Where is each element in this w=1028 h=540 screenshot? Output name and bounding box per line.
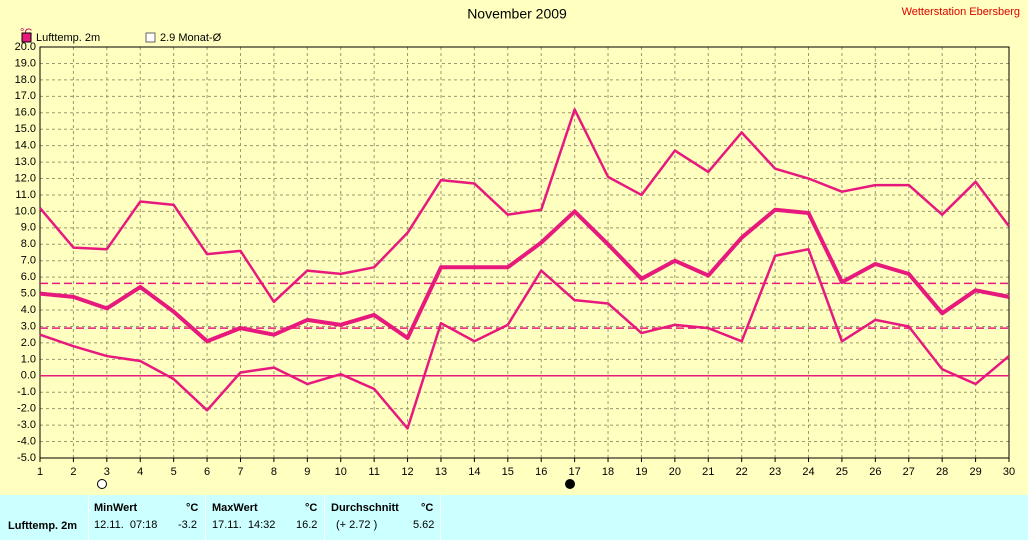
x-tick-label: 28 — [936, 466, 948, 478]
x-tick-label: 26 — [869, 466, 881, 478]
header: MaxWert — [212, 502, 258, 514]
x-tick-label: 7 — [237, 466, 243, 478]
y-tick-label: 5.0 — [21, 288, 36, 300]
separator — [324, 495, 325, 540]
x-tick-label: 20 — [669, 466, 681, 478]
x-tick-label: 16 — [535, 466, 547, 478]
x-tick-label: 25 — [836, 466, 848, 478]
y-tick-label: -1.0 — [17, 386, 36, 398]
x-tick-label: 2 — [70, 466, 76, 478]
y-tick-label: 14.0 — [15, 140, 36, 152]
header: °C — [421, 502, 434, 514]
header: Durchschnitt — [331, 502, 399, 514]
x-tick-label: 27 — [903, 466, 915, 478]
header: °C — [305, 502, 318, 514]
y-tick-label: 11.0 — [15, 189, 36, 201]
y-tick-label: 12.0 — [15, 172, 36, 184]
x-tick-label: 5 — [171, 466, 177, 478]
moon-phases — [97, 479, 575, 489]
y-tick-label: 9.0 — [21, 222, 36, 234]
x-tick-label: 12 — [401, 466, 413, 478]
data-line — [39, 108, 1010, 304]
x-tick-label: 10 — [335, 466, 347, 478]
chart: November 2009 Wetterstation Ebersberg °C… — [15, 6, 1020, 489]
y-tick-label: -3.0 — [17, 419, 36, 431]
y-tick-label: 20.0 — [15, 41, 36, 53]
y-tick-label: 17.0 — [15, 90, 36, 102]
x-tick-label: 21 — [702, 466, 714, 478]
cell: 16.2 — [296, 519, 318, 531]
x-tick-label: 4 — [137, 466, 143, 478]
x-tick-label: 14 — [468, 466, 480, 478]
separator — [205, 495, 206, 540]
x-tick-label: 17 — [568, 466, 580, 478]
y-tick-label: 0.0 — [21, 370, 36, 382]
x-tick-label: 18 — [602, 466, 614, 478]
header: °C — [186, 502, 199, 514]
x-tick-label: 22 — [736, 466, 748, 478]
station-name: Wetterstation Ebersberg — [902, 6, 1020, 18]
x-tick-label: 11 — [368, 466, 379, 478]
legend-swatch — [21, 32, 32, 43]
cell: 5.62 — [413, 519, 435, 531]
y-tick-label: 16.0 — [15, 107, 36, 119]
x-tick-label: 9 — [304, 466, 310, 478]
cell: 12.11. 07:18 — [94, 519, 158, 531]
moon-full — [565, 479, 575, 489]
legend-label: Lufttemp. 2m — [36, 32, 100, 44]
x-tick-label: 24 — [802, 466, 814, 478]
x-tick-label: 29 — [969, 466, 981, 478]
separator — [440, 495, 441, 540]
x-tick-label: 15 — [502, 466, 514, 478]
y-tick-label: 3.0 — [21, 320, 36, 332]
y-tick-label: 8.0 — [21, 238, 36, 250]
y-tick-label: -2.0 — [17, 403, 36, 415]
y-tick-label: 10.0 — [15, 205, 36, 217]
row-label: Lufttemp. 2m — [8, 520, 78, 532]
cell: -3.2 — [178, 519, 197, 531]
x-tick-label: 19 — [635, 466, 647, 478]
moon-first-quarter — [97, 479, 107, 489]
y-tick-label: 15.0 — [15, 123, 36, 135]
y-tick-label: 4.0 — [21, 304, 36, 316]
y-tick-label: 6.0 — [21, 271, 36, 283]
x-tick-label: 6 — [204, 466, 210, 478]
cell: (+ 2.72 ) — [336, 519, 378, 531]
y-tick-label: 13.0 — [15, 156, 36, 168]
cell: 17.11. 14:32 — [212, 519, 276, 531]
legend-label: 2.9 Monat-Ø — [160, 32, 222, 44]
y-tick-label: 2.0 — [21, 337, 36, 349]
y-tick-label: -5.0 — [17, 452, 36, 464]
x-tick-label: 30 — [1003, 466, 1015, 478]
header: MinWert — [94, 502, 138, 514]
y-tick-label: 19.0 — [15, 57, 36, 69]
y-tick-label: 1.0 — [21, 353, 36, 365]
plot-frame — [39, 46, 1010, 459]
y-tick-label: 18.0 — [15, 74, 36, 86]
y-tick-label: -4.0 — [17, 435, 36, 447]
separator — [88, 495, 89, 540]
x-tick-label: 3 — [104, 466, 110, 478]
data-line — [39, 207, 1010, 344]
x-tick-label: 13 — [435, 466, 447, 478]
chart-title: November 2009 — [467, 6, 567, 22]
x-tick-label: 1 — [37, 466, 43, 478]
y-tick-label: 7.0 — [21, 255, 36, 267]
stats-table: MinWert °C MaxWert °C Durchschnitt °C Lu… — [0, 495, 1028, 540]
x-tick-label: 23 — [769, 466, 781, 478]
legend-swatch — [145, 32, 156, 43]
data-line — [39, 247, 1010, 430]
x-tick-label: 8 — [271, 466, 277, 478]
